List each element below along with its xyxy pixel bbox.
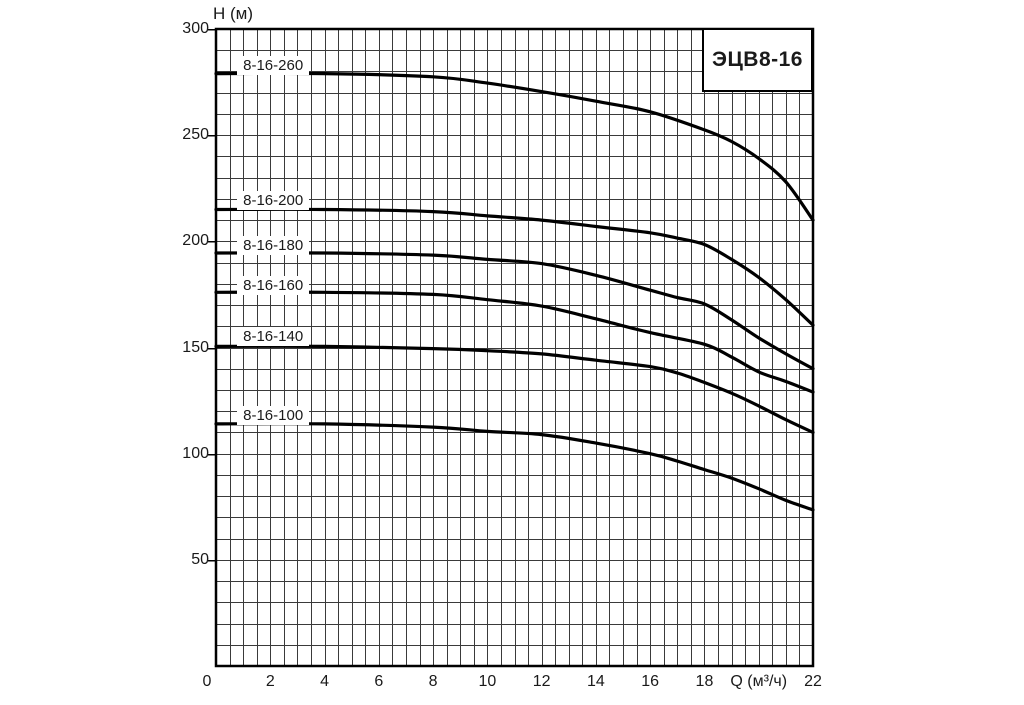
pump-series-title: ЭЦВ8-16 (712, 48, 803, 71)
curve-8-16-140 (214, 344, 815, 434)
curve-label-8-16-260: 8-16-260 (237, 55, 310, 75)
curve-label-8-16-180: 8-16-180 (237, 236, 310, 256)
pump-series-title-box: ЭЦВ8-16 (702, 28, 813, 92)
plot-border (214, 27, 815, 668)
x-tick-label-18: 18 (695, 673, 714, 690)
curve-8-16-180 (214, 251, 815, 371)
x-tick-label-10: 10 (478, 673, 497, 690)
y-tick-label-200: 200 (182, 232, 209, 250)
y-axis-title: H (м) (213, 4, 254, 23)
x-tick-label-8: 8 (428, 673, 438, 690)
y-tick-marks (208, 28, 216, 562)
curve-label-8-16-200: 8-16-200 (237, 191, 310, 211)
x-tick-label-6: 6 (374, 673, 384, 690)
curve-8-16-260 (214, 71, 815, 222)
curve-label-8-16-160: 8-16-160 (237, 276, 310, 296)
y-tick-label-150: 150 (182, 338, 209, 356)
x-axis-title: Q (м³/ч) (730, 673, 788, 690)
curve-label-8-16-140: 8-16-140 (237, 327, 310, 347)
y-tick-label-100: 100 (182, 444, 209, 462)
x-tick-label-14: 14 (587, 673, 605, 690)
curve-8-16-160 (214, 290, 815, 394)
x-tick-label-16: 16 (641, 673, 660, 690)
x-tick-label-4: 4 (320, 673, 329, 690)
x-tick-label-22: 22 (804, 673, 822, 690)
y-tick-label-300: 300 (182, 20, 209, 37)
x-tick-label-0: 0 (202, 673, 212, 690)
y-tick-label-250: 250 (182, 126, 209, 144)
curve-8-16-200 (214, 207, 815, 327)
curve-label-8-16-100: 8-16-100 (237, 405, 310, 425)
x-tick-label-2: 2 (265, 673, 275, 690)
curve-8-16-100 (214, 422, 815, 512)
y-tick-label-50: 50 (191, 550, 209, 568)
x-tick-label-12: 12 (532, 673, 551, 690)
